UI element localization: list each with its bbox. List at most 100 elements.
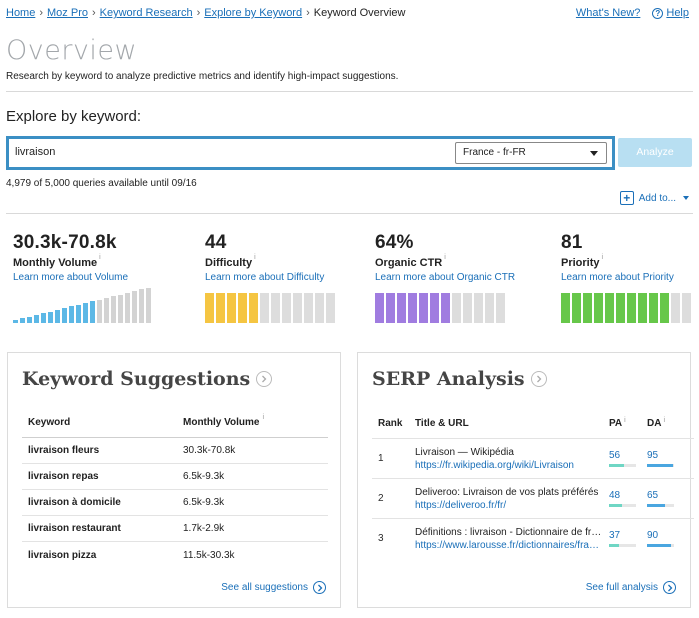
info-icon[interactable]: i (99, 254, 101, 261)
table-row[interactable]: livraison à domicile 6.5k-9.3k (22, 490, 328, 516)
table-row[interactable]: 2 Deliveroo: Livraison de vos plats préfé… (372, 478, 694, 518)
title-url-cell: Définitions : livraison - Dictionnaire d… (415, 527, 609, 551)
pa-bar-fill (609, 544, 619, 547)
result-url[interactable]: https://fr.wikipedia.org/wiki/Livraison (415, 459, 574, 471)
da-bar (647, 544, 674, 547)
keyword-search-box: France - fr-FR (6, 136, 615, 170)
result-url[interactable]: https://www.larousse.fr/dictionnaires/fr… (415, 539, 603, 551)
chevron-right-circle-icon[interactable] (256, 371, 273, 387)
info-icon[interactable]: i (262, 414, 265, 421)
info-icon[interactable]: i (601, 254, 604, 261)
chevron-right-icon: › (39, 7, 44, 19)
difficulty-segment (260, 293, 269, 323)
volume-bar (41, 313, 46, 323)
difficulty-learn-more[interactable]: Learn more about Difficulty (205, 272, 325, 283)
priority-gauge (561, 293, 691, 323)
volume-bar (69, 306, 74, 323)
table-row[interactable]: livraison pizza 11.5k-30.3k (22, 542, 328, 568)
pa-bar (609, 544, 636, 547)
add-to-button[interactable]: + Add to... (619, 191, 689, 205)
info-icon[interactable]: i (254, 254, 256, 261)
ctr-learn-more[interactable]: Learn more about Organic CTR (375, 272, 516, 283)
locale-select[interactable]: France - fr-FR (455, 142, 607, 164)
pa-cell: 48 (609, 490, 647, 507)
queries-status: 4,979 of 5,000 queries available until 0… (6, 178, 197, 189)
volume-bar (76, 304, 81, 323)
volume-bar (132, 291, 137, 323)
difficulty-segment (326, 293, 335, 323)
table-row[interactable]: livraison repas 6.5k-9.3k (22, 464, 328, 490)
ctr-segment (496, 293, 505, 323)
see-full-analysis-link[interactable]: See full analysis (586, 581, 676, 594)
divider (6, 213, 693, 214)
breadcrumb: Home › Moz Pro › Keyword Research › Expl… (6, 7, 405, 19)
pa-bar-fill (609, 504, 622, 507)
ctr-segment (419, 293, 428, 323)
breadcrumb-keyword-research[interactable]: Keyword Research (99, 7, 193, 19)
pa-score: 37 (609, 530, 621, 541)
whats-new-link[interactable]: What's New? (575, 7, 641, 19)
keyword-cell: livraison repas (28, 471, 99, 482)
page-title: Overview (6, 35, 138, 66)
da-cell: 95 (647, 450, 694, 467)
difficulty-segment (205, 293, 214, 323)
see-all-suggestions-link[interactable]: See all suggestions (221, 581, 326, 594)
ctr-segment (463, 293, 472, 323)
result-title[interactable]: Définitions : livraison - Dictionnaire d… (415, 526, 603, 538)
priority-segment (627, 293, 636, 323)
volume-bar (13, 320, 18, 323)
result-url[interactable]: https://deliveroo.fr/fr/ (415, 499, 507, 511)
table-row[interactable]: livraison restaurant 1.7k-2.9k (22, 516, 328, 542)
breadcrumb-home[interactable]: Home (6, 7, 36, 19)
da-bar-fill (647, 504, 665, 507)
difficulty-gauge (205, 293, 335, 323)
analyze-button[interactable]: Analyze (618, 138, 692, 167)
info-icon[interactable]: i (624, 416, 626, 424)
metric-difficulty: 44 Difficulty i Learn more about Difficul… (205, 232, 324, 283)
breadcrumb-explore-by-keyword[interactable]: Explore by Keyword (204, 7, 303, 19)
table-row[interactable]: livraison fleurs 30.3k-70.8k (22, 438, 328, 464)
pa-bar (609, 504, 636, 507)
keyword-input[interactable] (15, 146, 445, 158)
da-cell: 90 (647, 530, 694, 547)
table-row[interactable]: 3 Définitions : livraison - Dictionnaire … (372, 518, 694, 558)
da-score: 95 (647, 450, 659, 461)
volume-bar (125, 292, 130, 323)
breadcrumb-moz-pro[interactable]: Moz Pro (47, 7, 88, 19)
pa-cell: 56 (609, 450, 647, 467)
priority-segment (594, 293, 603, 323)
priority-segment (583, 293, 592, 323)
volume-bar (90, 301, 95, 323)
column-title-url: Title & URL (415, 417, 469, 429)
volume-bar (48, 311, 53, 323)
help-label[interactable]: Help (666, 7, 689, 19)
title-url-cell: Deliveroo: Livraison de vos plats préfér… (415, 487, 609, 511)
info-icon[interactable]: i (663, 416, 666, 424)
result-title[interactable]: Livraison — Wikipédia (415, 446, 514, 458)
ctr-label: Organic CTR (375, 257, 443, 269)
ctr-segment (452, 293, 461, 323)
info-icon[interactable]: i (444, 254, 446, 261)
volume-cell: 11.5k-30.3k (183, 549, 235, 561)
plus-icon: + (619, 191, 634, 205)
breadcrumb-current: Keyword Overview (313, 7, 406, 19)
difficulty-segment (249, 293, 258, 323)
chevron-right-icon: › (91, 7, 96, 19)
volume-learn-more[interactable]: Learn more about Volume (13, 272, 129, 283)
chevron-right-circle-icon (663, 581, 676, 594)
help-link[interactable]: ? Help (652, 7, 689, 19)
result-title[interactable]: Deliveroo: Livraison de vos plats préfér… (415, 486, 599, 498)
chevron-right-circle-icon[interactable] (530, 371, 547, 387)
volume-cell: 6.5k-9.3k (183, 471, 225, 482)
table-row[interactable]: 1 Livraison — Wikipédia https://fr.wikiped… (372, 438, 694, 478)
column-keyword: Keyword (28, 417, 71, 428)
ctr-segment (386, 293, 395, 323)
caret-down-icon (590, 151, 598, 156)
priority-segment (638, 293, 647, 323)
metric-priority: 81 Priority i Learn more about Priority (561, 232, 674, 283)
see-full-label: See full analysis (585, 582, 658, 593)
volume-bar (146, 287, 151, 323)
keyword-suggestions-title: Keyword Suggestions (22, 368, 273, 390)
priority-learn-more[interactable]: Learn more about Priority (561, 272, 674, 283)
ctr-gauge (375, 293, 505, 323)
